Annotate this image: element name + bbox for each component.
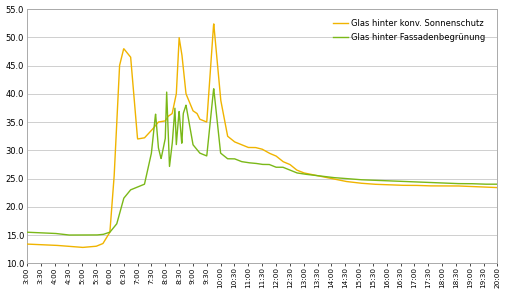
Glas hinter konv. Sonnenschutz	[47, 243, 54, 247]
Glas hinter konv. Sonnenschutz	[480, 185, 486, 189]
Glas hinter Fassadenbegrünung	[394, 180, 400, 183]
Glas hinter konv. Sonnenschutz	[79, 246, 85, 249]
Glas hinter konv. Sonnenschutz	[240, 144, 246, 147]
Glas hinter Fassadenbegrünung	[210, 87, 216, 91]
Glas hinter konv. Sonnenschutz	[210, 22, 216, 26]
Glas hinter Fassadenbegrünung	[65, 233, 71, 237]
Glas hinter Fassadenbegrünung	[240, 160, 246, 164]
Glas hinter Fassadenbegrünung	[480, 182, 486, 186]
Glas hinter Fassadenbegrünung	[252, 162, 259, 165]
Glas hinter Fassadenbegrünung	[480, 182, 486, 186]
Line: Glas hinter Fassadenbegrünung: Glas hinter Fassadenbegrünung	[27, 89, 496, 235]
Glas hinter Fassadenbegrünung	[493, 182, 499, 186]
Line: Glas hinter konv. Sonnenschutz: Glas hinter konv. Sonnenschutz	[27, 24, 496, 248]
Glas hinter konv. Sonnenschutz	[24, 242, 30, 246]
Glas hinter konv. Sonnenschutz	[480, 185, 486, 189]
Legend: Glas hinter konv. Sonnenschutz, Glas hinter Fassadenbegrünung: Glas hinter konv. Sonnenschutz, Glas hin…	[329, 16, 488, 46]
Glas hinter Fassadenbegrünung	[47, 231, 54, 235]
Glas hinter konv. Sonnenschutz	[252, 146, 259, 149]
Glas hinter Fassadenbegrünung	[24, 230, 30, 234]
Glas hinter konv. Sonnenschutz	[493, 186, 499, 189]
Glas hinter konv. Sonnenschutz	[394, 183, 400, 187]
